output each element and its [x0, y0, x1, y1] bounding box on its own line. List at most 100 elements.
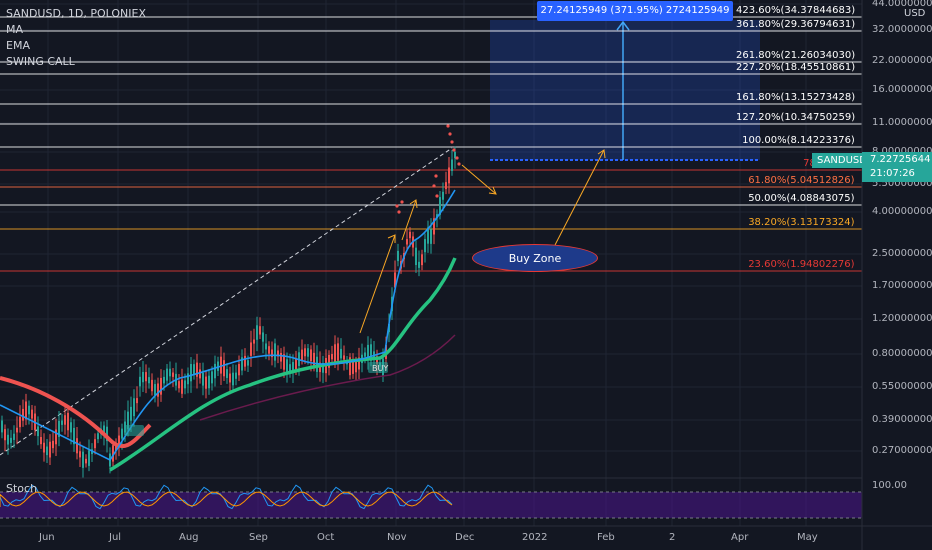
fib-level-label: 38.20%(3.13173324) — [748, 217, 855, 228]
price-axis-tick: 0.55000000 — [872, 381, 932, 392]
ma-line-red — [0, 376, 152, 449]
candle — [262, 332, 264, 342]
candle — [61, 420, 63, 425]
candle — [448, 167, 450, 184]
candle — [436, 214, 438, 219]
swing-signal-dot — [450, 140, 454, 144]
candle — [220, 356, 222, 374]
candle — [208, 375, 210, 389]
price-axis-tick: 1.70000000 — [872, 280, 932, 291]
candle — [10, 437, 12, 443]
candle — [418, 261, 420, 268]
candle — [259, 326, 261, 335]
candle — [271, 349, 273, 358]
candle — [193, 364, 195, 374]
candle — [4, 429, 6, 441]
swing-signal-dot — [400, 200, 404, 204]
candle — [70, 422, 72, 433]
candle — [265, 343, 267, 350]
candle — [202, 372, 204, 386]
swing-signal-dot — [395, 204, 399, 208]
buy-badge — [124, 425, 144, 436]
candle — [166, 368, 168, 381]
price-axis-tick: 11.00000000 — [872, 117, 932, 128]
candle — [184, 380, 186, 389]
stoch-axis-label: 100.00 — [872, 480, 907, 491]
candle — [67, 412, 69, 431]
candle — [247, 360, 249, 366]
candle — [268, 346, 270, 354]
candle — [355, 361, 357, 373]
candle — [52, 440, 54, 449]
stoch-label[interactable]: Stoch — [6, 482, 38, 495]
candle — [433, 218, 435, 235]
candle — [136, 398, 138, 404]
candle — [28, 405, 30, 415]
time-axis-tick: Sep — [249, 532, 268, 543]
fib-level-label: 161.80%(13.15273428) — [736, 92, 856, 103]
candle — [256, 325, 258, 340]
candle — [232, 372, 234, 386]
symbol-price-tag: SANDUSD — [812, 153, 872, 168]
candle — [322, 362, 324, 373]
candle — [343, 355, 345, 360]
fib-level-label: 61.80%(5.04512826) — [748, 175, 855, 186]
symbol-title[interactable]: SANDUSD, 1D, POLONIEX — [6, 7, 147, 20]
candle — [223, 360, 225, 377]
candle — [31, 409, 33, 419]
ema-line-green — [109, 257, 457, 472]
candle — [358, 357, 360, 370]
price-axis-tick: 0.39000000 — [872, 414, 932, 425]
trend-line[interactable] — [0, 147, 453, 456]
candle — [397, 250, 399, 262]
candle — [310, 349, 312, 362]
bar-countdown: 21:07:26 — [870, 168, 915, 179]
stoch-d-line — [0, 491, 453, 507]
candle — [451, 159, 453, 171]
indicator-ma[interactable]: MA — [6, 23, 24, 36]
candle — [250, 342, 252, 356]
price-axis-tick: 8.00000000 — [872, 146, 932, 157]
candle — [313, 352, 315, 367]
candle — [229, 373, 231, 383]
candle — [211, 371, 213, 384]
candle — [214, 363, 216, 379]
candle — [76, 438, 78, 454]
candle — [160, 377, 162, 395]
candle — [13, 433, 15, 440]
candle — [439, 197, 441, 215]
candle — [46, 446, 48, 456]
candle — [430, 229, 432, 244]
price-axis-tick: 0.27000000 — [872, 445, 932, 456]
candle — [145, 372, 147, 382]
candle — [40, 437, 42, 445]
indicator-swing-call[interactable]: SWING CALL — [6, 55, 75, 68]
time-axis-tick: May — [797, 532, 818, 543]
candle — [79, 451, 81, 458]
candle — [367, 344, 369, 360]
swing-signal-dot — [446, 124, 450, 128]
indicator-ema[interactable]: EMA — [6, 39, 30, 52]
candle — [16, 427, 18, 433]
candle — [25, 401, 27, 420]
candle — [280, 352, 282, 362]
buy-badge-text: BUY — [372, 364, 388, 373]
candle — [103, 425, 105, 436]
candle — [238, 364, 240, 376]
candle — [181, 379, 183, 394]
candle — [118, 435, 120, 445]
price-axis-tick: 44.00000000 — [872, 0, 932, 9]
current-price: 7.22725644 — [870, 154, 931, 165]
candle — [55, 429, 57, 445]
candle — [172, 372, 174, 377]
candle — [64, 415, 66, 425]
candle — [406, 239, 408, 245]
candle — [289, 364, 291, 372]
stoch-band — [0, 492, 862, 518]
candle — [307, 348, 309, 357]
candle — [394, 272, 396, 288]
target-projection-box — [490, 20, 760, 160]
buy-zone-ellipse[interactable]: Buy Zone — [472, 244, 598, 272]
candle — [424, 239, 426, 253]
